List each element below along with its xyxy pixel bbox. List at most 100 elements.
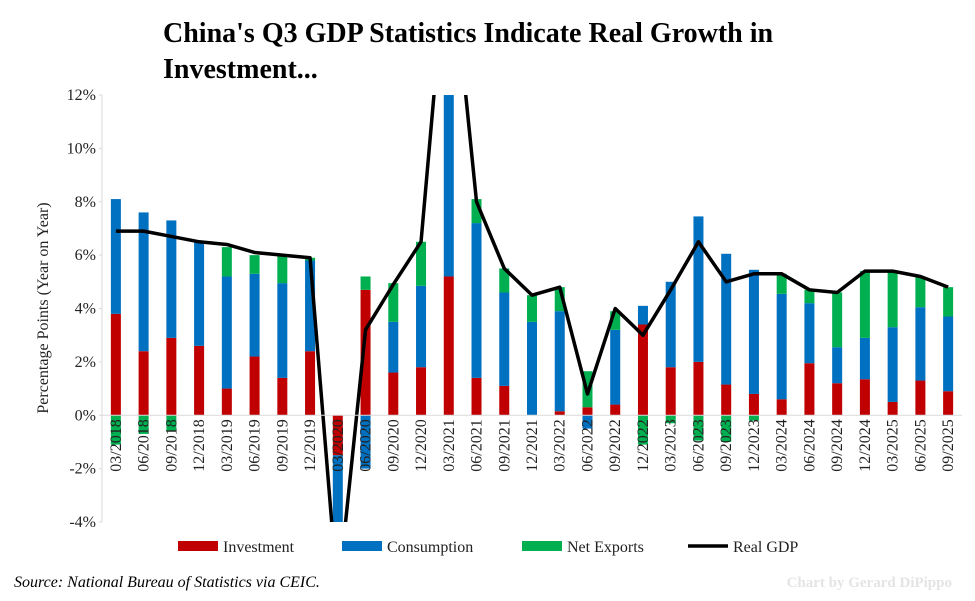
bar xyxy=(915,380,926,416)
bar xyxy=(221,276,232,389)
bar xyxy=(887,271,898,328)
bar xyxy=(721,384,732,416)
bar xyxy=(249,356,260,416)
bar xyxy=(527,321,537,416)
bar xyxy=(166,337,177,416)
bar xyxy=(859,337,870,380)
legend-label: Net Exports xyxy=(567,539,644,556)
bar xyxy=(554,287,565,312)
bar xyxy=(138,415,149,434)
bar xyxy=(194,241,205,346)
x-tick-label: 12/2019 xyxy=(302,419,319,471)
y-axis-label: Percentage Points (Year on Year) xyxy=(35,202,52,413)
y-tick-label: 10% xyxy=(67,140,96,157)
x-tick-label: 06/2020 xyxy=(358,419,375,471)
bar xyxy=(887,327,898,402)
bar xyxy=(859,379,870,416)
bar xyxy=(943,316,954,392)
x-tick-label: 03/2019 xyxy=(219,419,236,471)
x-tick-label: 12/2020 xyxy=(413,419,430,471)
bar xyxy=(527,295,537,322)
bar xyxy=(277,256,288,284)
x-tick-label: 06/2021 xyxy=(469,419,486,471)
x-tick-label: 12/2024 xyxy=(857,419,874,471)
bar xyxy=(665,415,676,424)
bar xyxy=(332,455,343,522)
bar xyxy=(416,285,427,368)
bar xyxy=(721,415,732,442)
legend-label: Consumption xyxy=(387,539,473,556)
bar xyxy=(804,289,815,304)
x-tick-label: 09/2023 xyxy=(718,419,735,471)
bar xyxy=(138,351,149,416)
bar xyxy=(305,260,316,352)
bar xyxy=(277,283,288,378)
x-tick-label: 06/2025 xyxy=(912,419,929,471)
bar xyxy=(138,212,149,352)
bar xyxy=(832,292,843,348)
x-tick-label: 09/2022 xyxy=(607,419,624,471)
bar xyxy=(416,367,427,416)
bar xyxy=(693,415,704,441)
bar xyxy=(748,393,759,416)
bar xyxy=(110,313,121,416)
x-tick-label: 06/2019 xyxy=(247,419,264,471)
bar xyxy=(277,377,288,416)
bar xyxy=(332,415,343,456)
bar xyxy=(166,415,177,432)
y-tick-label: 12% xyxy=(67,87,96,104)
x-tick-label: 12/2023 xyxy=(746,419,763,471)
bar xyxy=(721,253,732,385)
bar xyxy=(194,345,205,416)
bar xyxy=(221,247,232,277)
bar xyxy=(471,199,482,224)
x-tick-label: 03/2021 xyxy=(441,419,458,471)
x-tick-label: 09/2020 xyxy=(385,419,402,471)
bar xyxy=(554,411,565,416)
x-tick-label: 09/2025 xyxy=(940,419,957,471)
bar xyxy=(610,329,621,405)
bar xyxy=(637,324,648,416)
bar xyxy=(943,391,954,416)
bar xyxy=(554,311,565,412)
y-tick-label: 2% xyxy=(75,354,96,371)
bar xyxy=(832,383,843,416)
line xyxy=(115,95,949,522)
y-tick-label: 4% xyxy=(75,301,96,318)
y-tick-label: -2% xyxy=(69,461,96,478)
bar xyxy=(360,415,371,469)
bar xyxy=(943,287,954,317)
bar xyxy=(388,372,399,416)
x-tick-label: 12/2018 xyxy=(191,419,208,471)
bar xyxy=(610,404,621,416)
x-tick-label: 03/2018 xyxy=(108,419,125,471)
x-tick-label: 12/2021 xyxy=(524,419,541,471)
x-tick-label: 06/2022 xyxy=(579,419,596,471)
bar xyxy=(748,415,759,421)
bar xyxy=(360,276,371,290)
y-tick-label: -4% xyxy=(69,514,96,531)
x-tick-label: 09/2018 xyxy=(163,419,180,471)
bar xyxy=(388,321,399,373)
bar xyxy=(637,415,648,445)
bar xyxy=(499,292,510,386)
bar xyxy=(832,347,843,384)
x-tick-label: 03/2020 xyxy=(330,419,347,471)
bar xyxy=(610,311,621,330)
bar xyxy=(443,276,454,416)
bar xyxy=(221,388,232,416)
bar xyxy=(582,407,593,416)
bar xyxy=(388,283,399,322)
bar xyxy=(360,289,371,416)
x-tick-label: 09/2021 xyxy=(496,419,513,471)
bar xyxy=(665,281,676,368)
x-tick-label: 09/2024 xyxy=(829,419,846,471)
legend-label: Real GDP xyxy=(733,539,798,556)
bar xyxy=(693,361,704,416)
bar xyxy=(305,351,316,416)
bar xyxy=(443,95,454,277)
bar xyxy=(110,199,121,314)
legend-swatch xyxy=(522,541,562,551)
